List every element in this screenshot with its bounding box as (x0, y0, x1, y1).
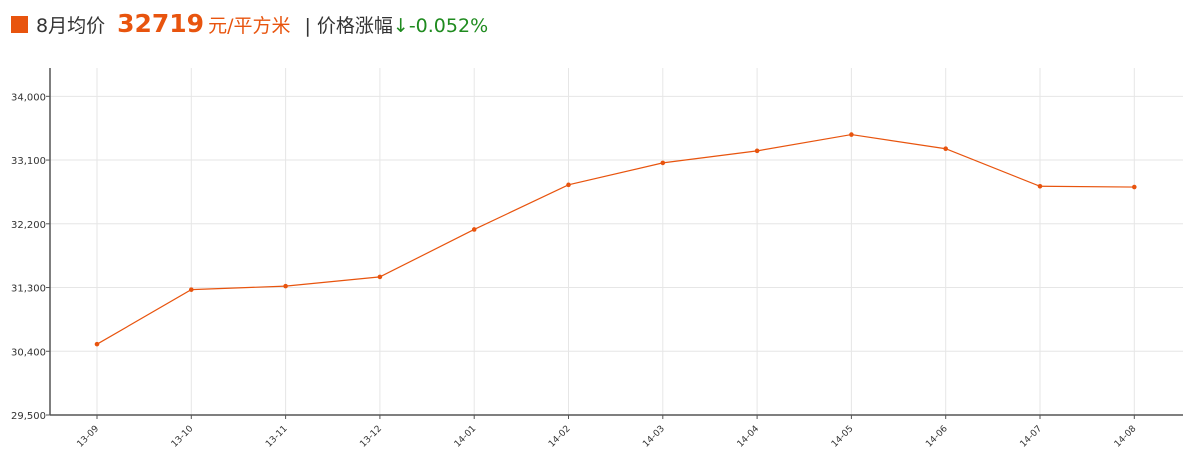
data-point (377, 274, 383, 280)
data-point (283, 283, 288, 289)
x-axis-ticks: 13-09 13-10 13-11 13-12 14-01 14-02 14-03 14-04… (76, 424, 1139, 450)
data-point (189, 287, 194, 292)
x-tick-label: 14-06 (924, 424, 950, 450)
x-tick-label: 13-10 (170, 424, 196, 450)
y-tick-label: 30,400 (11, 347, 46, 358)
data-point (566, 182, 571, 188)
header-separator: | (304, 15, 311, 37)
chart-header: 8月均价 32719 元/平方米 | 价格涨幅 ↓ -0.052% (0, 0, 1195, 60)
x-tick-label: 14-01 (453, 424, 479, 450)
price-unit: 元/平方米 (208, 15, 291, 37)
data-point (471, 227, 477, 232)
price-change-label: 价格涨幅 (316, 15, 393, 37)
y-tick-label: 32,200 (11, 220, 46, 231)
grid-lines (50, 68, 1183, 415)
series-line (96, 133, 1135, 345)
x-tick-label: 14-08 (1113, 424, 1139, 450)
header-line: 8月均价 32719 元/平方米 | 价格涨幅 ↓ -0.052% (36, 9, 488, 49)
x-tick-label: 14-07 (1019, 424, 1045, 450)
down-arrow-icon: ↓ (392, 15, 409, 37)
data-point (754, 148, 760, 154)
x-tick-label: 14-03 (641, 424, 667, 450)
y-tick-label: 31,300 (11, 284, 46, 295)
x-tick-label: 13-12 (358, 424, 384, 450)
y-tick-label: 33,100 (11, 156, 46, 167)
data-point (849, 132, 854, 137)
legend-square-icon (11, 16, 28, 33)
data-point (94, 341, 100, 347)
series-layer (94, 132, 1137, 347)
data-point (660, 160, 666, 166)
data-point (1132, 184, 1137, 190)
y-axis-ticks: 29,500 30,400 31,300 32,200 33,100 34,000 (11, 92, 46, 422)
price-change-value: -0.052% (408, 15, 489, 37)
x-tick-label: 14-05 (830, 424, 856, 450)
x-tick-label: 13-11 (264, 424, 290, 450)
x-tick-label: 14-02 (547, 424, 573, 450)
x-tick-label: 13-09 (76, 424, 102, 450)
y-tick-label: 29,500 (11, 411, 46, 422)
data-point (943, 146, 948, 152)
axes (46, 68, 1183, 419)
x-tick-label: 14-04 (736, 424, 762, 450)
month-average-label: 8月均价 (36, 15, 106, 37)
y-tick-label: 34,000 (11, 92, 46, 103)
data-point (1037, 183, 1043, 189)
average-price-value: 32719 (117, 9, 205, 38)
